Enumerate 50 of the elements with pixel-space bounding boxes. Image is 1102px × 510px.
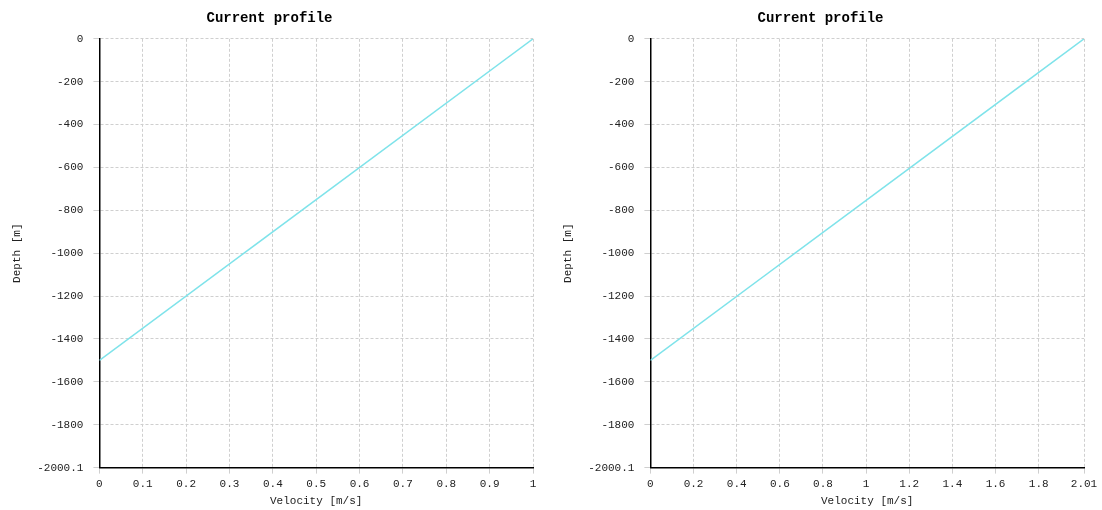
- y-tick-label: -1000: [601, 247, 635, 260]
- chart-title: Current profile: [206, 9, 333, 26]
- x-tick-label: 1: [529, 478, 537, 491]
- x-axis-title: Velocity [m/s]: [820, 495, 914, 508]
- y-tick-label: -1400: [601, 332, 635, 345]
- y-tick-label: -2000.1: [588, 461, 635, 474]
- y-tick-label: -1800: [50, 418, 84, 431]
- chart-title: Current profile: [757, 9, 884, 26]
- x-tick-label: 0.8: [436, 478, 457, 491]
- x-tick-label: 0.5: [306, 478, 327, 491]
- x-tick-label: 0.2: [176, 478, 197, 491]
- y-tick-label: -1400: [50, 332, 84, 345]
- y-tick-label: -1800: [601, 418, 635, 431]
- x-tick-label: 1.4: [942, 478, 963, 491]
- x-tick-label: 0.4: [262, 478, 284, 491]
- x-axis-title: Velocity [m/s]: [269, 495, 363, 508]
- x-tick-label: 0.9: [479, 478, 500, 491]
- y-tick-label: -1200: [601, 289, 635, 302]
- x-tick-label: 0.3: [219, 478, 240, 491]
- y-tick-label: 0: [627, 32, 635, 45]
- x-tick-label: 1: [862, 478, 870, 491]
- x-tick-label: 2.01: [1070, 478, 1098, 491]
- y-tick-label: -1600: [50, 375, 84, 388]
- x-tick-label: 1.2: [899, 478, 920, 491]
- y-tick-label: -400: [608, 118, 635, 131]
- y-tick-label: -2000.1: [37, 461, 84, 474]
- x-tick-label: 0: [647, 478, 654, 491]
- x-tick-label: 0.4: [726, 478, 747, 491]
- y-tick-label: -800: [608, 204, 635, 217]
- y-axis-title: Depth [m]: [10, 223, 23, 283]
- y-tick-label: -200: [57, 75, 84, 88]
- y-tick-label: -200: [608, 75, 635, 88]
- y-axis-title: Depth [m]: [561, 223, 574, 283]
- y-tick-label: -1200: [50, 289, 84, 302]
- y-tick-label: -600: [608, 161, 635, 174]
- x-tick-label: 1.8: [1028, 478, 1049, 491]
- y-tick-label: -800: [57, 204, 84, 217]
- x-tick-label: 0.8: [813, 478, 833, 491]
- x-tick-label: 1.6: [985, 478, 1006, 491]
- x-tick-label: 0.2: [683, 478, 704, 491]
- y-tick-label: 0: [76, 32, 84, 45]
- y-tick-label: -1000: [50, 247, 84, 260]
- x-tick-label: 0.6: [769, 478, 790, 491]
- y-tick-label: -400: [57, 118, 84, 131]
- y-tick-label: -600: [57, 161, 84, 174]
- x-tick-label: 0.1: [132, 478, 154, 491]
- x-tick-label: 0.6: [349, 478, 370, 491]
- x-tick-label: 0: [96, 478, 103, 491]
- y-tick-label: -1600: [601, 375, 635, 388]
- x-tick-label: 0.7: [393, 478, 413, 491]
